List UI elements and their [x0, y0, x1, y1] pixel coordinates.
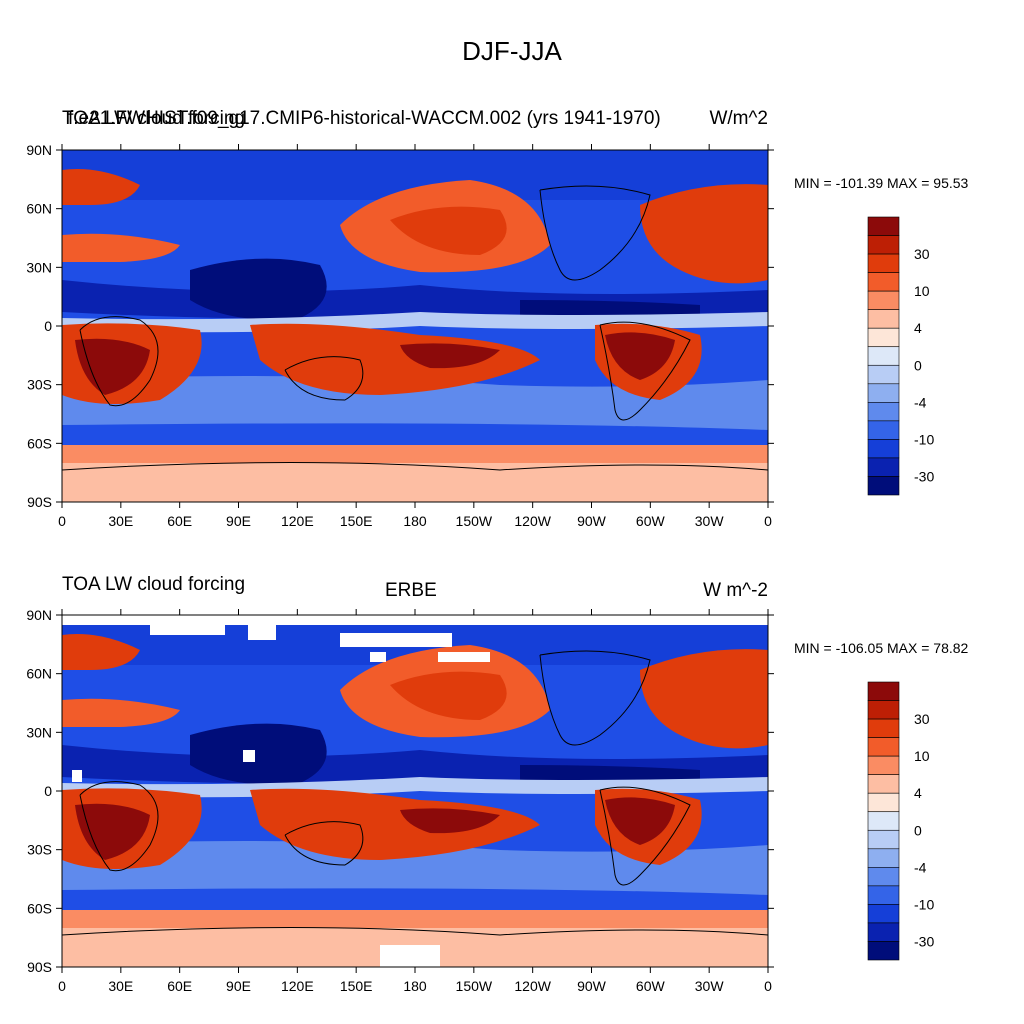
panel-2-min-max: MIN = -106.05 MAX = 78.82 [794, 640, 969, 656]
colorbar-swatch [867, 922, 900, 942]
lat-tick-label: 30S [27, 377, 52, 393]
lon-tick-label: 90W [577, 513, 607, 529]
colorbar-swatch [867, 941, 900, 961]
panel-1-map [62, 150, 768, 502]
colorbar-label: -4 [914, 859, 927, 875]
colorbar-swatch [867, 774, 900, 794]
lat-tick-label: 90N [26, 607, 52, 623]
lon-tick-label: 120W [514, 513, 551, 529]
panel-1-case-title: f.e21.FWHIST.f09_g17.CMIP6-historical-WA… [68, 108, 661, 129]
colorbar-swatch [867, 904, 900, 924]
colorbar-swatch [867, 885, 900, 905]
colorbar-swatch [867, 476, 900, 496]
lon-tick-label: 60E [167, 978, 192, 994]
lon-tick-label: 30W [695, 978, 725, 994]
colorbar-label: 30 [914, 711, 930, 727]
lon-tick-label: 120W [514, 978, 551, 994]
colorbar-swatch [867, 402, 900, 422]
lon-tick-label: 30E [108, 513, 133, 529]
lon-tick-label: 90E [226, 513, 251, 529]
colorbar-swatch [867, 235, 900, 255]
colorbar-swatch [867, 346, 900, 366]
lon-tick-label: 60E [167, 513, 192, 529]
lat-tick-label: 60N [26, 666, 52, 682]
lat-tick-label: 90S [27, 959, 52, 975]
lat-tick-label: 60N [26, 201, 52, 217]
lat-tick-label: 0 [44, 318, 52, 334]
colorbar-label: 4 [914, 785, 922, 801]
colorbar-swatch [867, 290, 900, 310]
colorbar-swatch [867, 700, 900, 720]
lon-tick-label: 180 [403, 978, 427, 994]
colorbar-label: 10 [914, 283, 930, 299]
lon-tick-label: 0 [764, 513, 772, 529]
panel-1-units: W/m^2 [709, 108, 768, 129]
colorbar-swatch [867, 327, 900, 348]
lon-tick-label: 0 [764, 978, 772, 994]
colorbar-swatch [867, 457, 900, 477]
colorbar-1: 30 10 4 0 -4 -10 -30 [867, 216, 934, 496]
colorbar-swatch [867, 811, 900, 831]
figure-title: DJF-JJA [462, 36, 562, 66]
panel-2-map [62, 615, 768, 967]
lon-tick-label: 150E [340, 513, 373, 529]
colorbar-swatch [867, 792, 900, 813]
colorbar-swatch [867, 848, 900, 868]
colorbar-label: 4 [914, 320, 922, 336]
lat-tick-label: 60S [27, 435, 52, 451]
colorbar-swatch [867, 737, 900, 757]
lon-tick-label: 150W [456, 513, 493, 529]
colorbar-swatch [867, 383, 900, 403]
lat-tick-label: 60S [27, 900, 52, 916]
colorbar-swatch [867, 867, 900, 887]
lat-tick-label: 30N [26, 259, 52, 275]
colorbar-swatch [867, 439, 900, 459]
colorbar-label: -4 [914, 394, 927, 410]
colorbar-label: -10 [914, 431, 934, 447]
lon-tick-label: 60W [636, 513, 666, 529]
colorbar-swatch [867, 364, 900, 385]
colorbar-swatch [867, 829, 900, 850]
lon-tick-label: 150E [340, 978, 373, 994]
colorbar-label: -30 [914, 933, 934, 949]
colorbar-swatch [867, 216, 900, 236]
panel-2-center-title: ERBE [385, 580, 437, 601]
lon-tick-label: 120E [281, 513, 314, 529]
colorbar-swatch [867, 253, 900, 273]
panel-1-min-max: MIN = -101.39 MAX = 95.53 [794, 175, 969, 191]
lon-tick-label: 90E [226, 978, 251, 994]
lon-tick-label: 0 [58, 978, 66, 994]
lon-tick-label: 90W [577, 978, 607, 994]
lon-tick-label: 60W [636, 978, 666, 994]
lat-tick-label: 0 [44, 783, 52, 799]
lon-tick-label: 0 [58, 513, 66, 529]
colorbar-swatch [867, 272, 900, 292]
lon-tick-label: 150W [456, 978, 493, 994]
colorbar-label: 10 [914, 748, 930, 764]
panel-2-left-title: TOA LW cloud forcing [62, 574, 246, 595]
colorbar-label: 30 [914, 246, 930, 262]
lon-tick-label: 180 [403, 513, 427, 529]
lon-tick-label: 120E [281, 978, 314, 994]
colorbar-swatch [867, 420, 900, 440]
lat-tick-label: 30S [27, 842, 52, 858]
colorbar-label: 0 [914, 357, 922, 373]
colorbar-swatch [867, 718, 900, 738]
colorbar-label: 0 [914, 822, 922, 838]
colorbar-label: -10 [914, 896, 934, 912]
lon-tick-label: 30W [695, 513, 725, 529]
lon-tick-label: 30E [108, 978, 133, 994]
colorbar-2: 30 10 4 0 -4 -10 -30 [867, 681, 934, 961]
lat-tick-label: 30N [26, 724, 52, 740]
panel-1-left-title: TOA LW cloud forcing [62, 108, 246, 129]
lat-tick-label: 90N [26, 142, 52, 158]
panel-2-units: W m^-2 [703, 580, 768, 601]
colorbar-label: -30 [914, 468, 934, 484]
colorbar-swatch [867, 755, 900, 775]
colorbar-swatch [867, 681, 900, 701]
lat-tick-label: 90S [27, 494, 52, 510]
colorbar-swatch [867, 309, 900, 329]
